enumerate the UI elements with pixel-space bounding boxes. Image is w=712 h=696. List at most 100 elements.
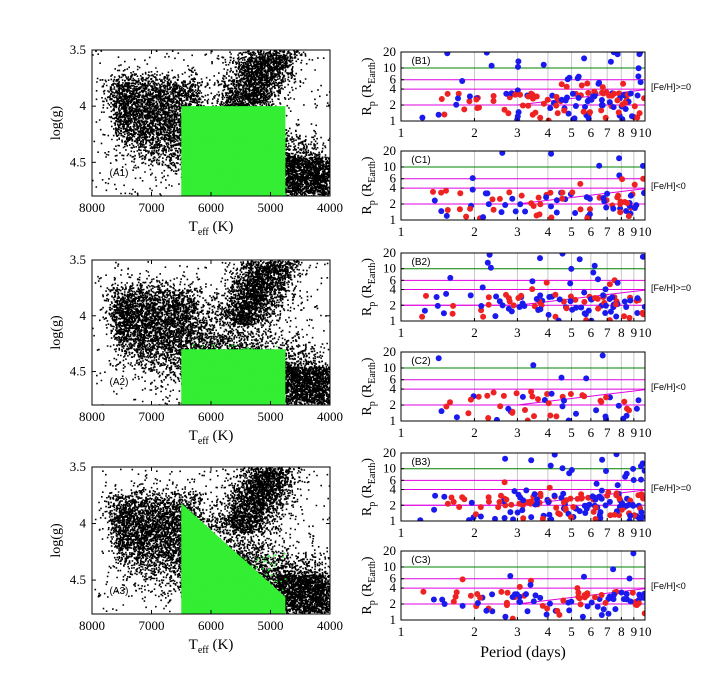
planet-point (574, 585, 581, 592)
metallicity-label: [Fe/H]<0 (651, 181, 686, 191)
y-tick-label: 4 (80, 98, 87, 113)
selected-scatter (182, 134, 287, 196)
x-tick-label: 10 (639, 624, 652, 639)
x-tick-label: 5 (568, 425, 575, 440)
planet-point (435, 355, 442, 362)
planet-point (618, 589, 625, 596)
y-tick-label: 10 (383, 559, 396, 574)
planet-point (501, 515, 508, 521)
planet-point (528, 457, 535, 464)
metallicity-label: [Fe/H]<0 (651, 581, 686, 591)
y-axis-label: log(g) (49, 523, 64, 558)
planet-point (592, 295, 598, 301)
planet-point (630, 465, 637, 472)
planet-point (559, 465, 566, 472)
y-axis-label: log(g) (49, 315, 64, 350)
planet-point (520, 515, 527, 521)
planet-point (596, 162, 603, 169)
metallicity-label: [Fe/H]>=0 (651, 82, 691, 92)
planet-point (616, 495, 623, 502)
planet-point (539, 515, 546, 521)
planet-point (583, 317, 590, 321)
planet-point (473, 96, 480, 103)
planet-point (515, 295, 522, 301)
planet-point (600, 195, 607, 201)
planet-point (430, 188, 436, 195)
planet-point (493, 416, 500, 421)
planet-point (547, 600, 553, 607)
x-tick-label: 6 (588, 624, 595, 639)
planet-point (477, 594, 484, 601)
planet-point (641, 190, 645, 196)
planet-point (559, 189, 566, 196)
planet-point (624, 200, 631, 206)
planet-point (450, 498, 457, 505)
planet-point (455, 90, 462, 97)
planet-point (532, 109, 539, 116)
x-tick-label: 9 (631, 224, 638, 239)
y-tick-label: 1 (390, 113, 397, 128)
planet-point (456, 206, 463, 213)
planet-point (469, 175, 476, 182)
planet-point (529, 278, 536, 285)
planet-point (611, 511, 618, 518)
planet-point (466, 98, 473, 105)
planet-point (617, 209, 624, 216)
planet-point (637, 52, 644, 56)
planet-point (480, 214, 487, 220)
y-tick-label: 20 (383, 143, 396, 158)
planet-point (634, 310, 641, 316)
x-tick-label: 7000 (139, 200, 165, 215)
planet-point (581, 393, 588, 400)
y-tick-label: 20 (383, 245, 396, 260)
planet-point (560, 499, 567, 506)
planet-point (600, 606, 607, 613)
planet-point (503, 602, 510, 609)
planet-point (523, 487, 530, 494)
planet-point (423, 292, 429, 299)
x-tick-label: 1 (398, 224, 405, 239)
panel-label: (A2) (110, 377, 129, 388)
panel-label: (A1) (110, 168, 129, 179)
planet-point (572, 296, 579, 303)
x-tick-label: 4000 (317, 200, 343, 215)
y-tick-label: 10 (383, 461, 396, 476)
planet-point (502, 613, 509, 620)
planet-point (594, 603, 601, 610)
planet-point (598, 107, 605, 114)
x-tick-label: 10 (639, 224, 652, 239)
planet-point (585, 115, 592, 121)
x-tick-label: 3 (514, 624, 521, 639)
planet-point (493, 293, 500, 300)
x-tick-label: 4000 (317, 618, 343, 633)
planet-point (611, 90, 617, 97)
planet-point (546, 294, 553, 300)
planet-point (627, 598, 634, 605)
planet-point (505, 305, 512, 312)
planet-point (585, 89, 592, 96)
x-tick-label: 3 (514, 425, 521, 440)
planet-point (632, 601, 639, 608)
y-axis-label: Rp (REarth) (360, 156, 378, 215)
planet-point (588, 317, 595, 321)
planet-point (417, 517, 424, 521)
planet-point (595, 276, 601, 283)
planet-point (602, 114, 609, 121)
planet-point (587, 206, 593, 213)
planet-point (537, 114, 544, 121)
x-tick-label: 6000 (198, 409, 224, 424)
x-tick-label: 6 (588, 525, 595, 540)
planet-point (590, 269, 597, 276)
planet-point (457, 190, 464, 197)
planet-point (641, 610, 645, 617)
x-tick-label: 7000 (139, 618, 165, 633)
planet-point (438, 208, 445, 215)
x-tick-label: 7 (604, 525, 611, 540)
x-tick-label: 8 (618, 224, 625, 239)
x-tick-label: 9 (631, 125, 638, 140)
x-axis-label: Teff (K) (189, 219, 234, 238)
planet-point (463, 213, 470, 220)
x-tick-label: 2 (471, 525, 478, 540)
planet-point (507, 509, 514, 516)
planet-point (577, 206, 584, 213)
